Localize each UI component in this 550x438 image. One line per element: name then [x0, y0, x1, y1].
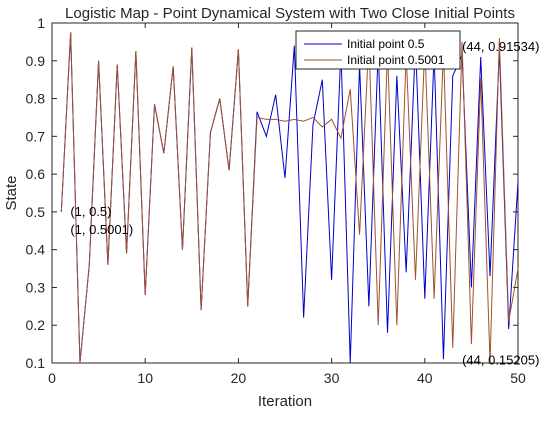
- chart-title: Logistic Map - Point Dynamical System wi…: [65, 5, 515, 22]
- data-point-annotation: (44, 0.91534): [462, 39, 539, 54]
- y-tick-label: 0.9: [26, 53, 46, 69]
- x-axis-label: Iteration: [258, 393, 312, 410]
- legend-box: [295, 30, 461, 70]
- data-point-annotation: (44, 0.15205): [462, 352, 539, 367]
- x-tick-label: 50: [510, 370, 526, 386]
- y-axis-ticks: 0.1 0.2 0.3 0.4 0.5 0.6 0.7 0.8 0.9 1: [26, 15, 518, 371]
- y-tick-label: 0.4: [26, 242, 46, 258]
- y-tick-label: 0.5: [26, 204, 46, 220]
- x-tick-label: 30: [324, 370, 340, 386]
- annotations: (1, 0.5) (1, 0.5001) (44, 0.91534) (44, 0.1…: [70, 39, 539, 367]
- y-tick-label: 1: [37, 15, 45, 31]
- y-tick-label: 0.2: [26, 317, 46, 333]
- y-axis-label: State: [3, 175, 20, 210]
- data-point-annotation: (1, 0.5001): [70, 222, 133, 237]
- series-lines: [60, 32, 519, 364]
- legend-label-series-2: Initial point 0.5001: [347, 53, 445, 67]
- data-point-annotation: (1, 0.5): [70, 204, 111, 219]
- x-tick-label: 10: [137, 370, 153, 386]
- x-tick-label: 40: [417, 370, 433, 386]
- y-tick-label: 0.7: [26, 128, 46, 144]
- y-tick-label: 0.8: [26, 91, 46, 107]
- x-tick-label: 0: [48, 370, 56, 386]
- y-tick-label: 0.3: [26, 279, 46, 295]
- y-tick-label: 0.6: [26, 166, 46, 182]
- legend-label-series-1: Initial point 0.5: [347, 37, 425, 51]
- y-tick-label: 0.1: [26, 355, 46, 371]
- legend: Initial point 0.5 Initial point 0.5001: [295, 30, 461, 70]
- x-axis-ticks: 0 10 20 30 40 50: [48, 23, 526, 386]
- series-line-2: [60, 32, 519, 364]
- x-tick-label: 20: [231, 370, 247, 386]
